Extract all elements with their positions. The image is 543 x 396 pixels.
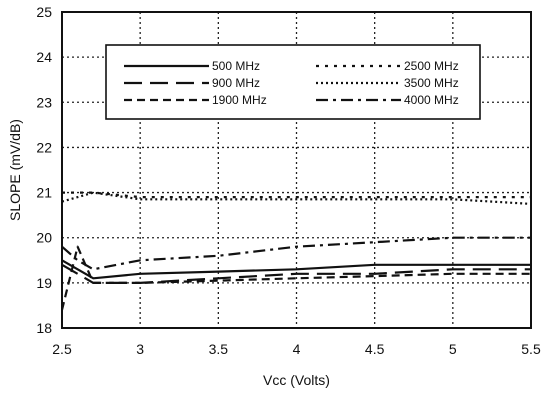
plot-frame (61, 11, 532, 329)
legend-box (105, 44, 481, 120)
y-tick-label: 19 (36, 275, 52, 291)
legend-label: 500 MHz (212, 59, 260, 73)
legend-label: 900 MHz (212, 76, 260, 90)
y-tick-label: 20 (36, 230, 52, 246)
x-axis-ticks: 2.5 3 3.5 4 4.5 5 5.5 (52, 341, 541, 357)
x-tick-label: 5.5 (521, 341, 541, 357)
y-tick-label: 25 (36, 4, 52, 20)
legend-label: 2500 MHz (404, 59, 459, 73)
x-tick-label: 4 (293, 341, 301, 357)
x-tick-label: 4.5 (365, 341, 385, 357)
series-line (61, 236, 531, 271)
series-line (61, 263, 531, 284)
y-tick-label: 23 (36, 94, 52, 110)
series-layer (60, 191, 532, 311)
y-tick-label: 22 (36, 139, 52, 155)
y-tick-label: 24 (36, 49, 52, 65)
y-axis-ticks: 18 19 20 21 22 23 24 25 (36, 4, 52, 336)
x-tick-label: 3.5 (209, 341, 229, 357)
y-tick-label: 18 (36, 320, 52, 336)
x-tick-label: 5 (449, 341, 457, 357)
x-axis-title: Vcc (Volts) (263, 372, 330, 388)
series-line (61, 259, 531, 280)
x-tick-label: 2.5 (52, 341, 72, 357)
legend-label: 1900 MHz (212, 93, 267, 107)
legend-label: 3500 MHz (404, 76, 459, 90)
series-line (61, 191, 532, 205)
legend-label: 4000 MHz (404, 93, 459, 107)
legend: 500 MHz 900 MHz 1900 MHz 2500 MHz 3500 MHz 40… (105, 44, 481, 120)
y-axis-title: SLOPE (mV/dB) (7, 119, 23, 221)
series-line (60, 245, 531, 311)
x-tick-label: 3 (136, 341, 144, 357)
y-tick-label: 21 (36, 185, 52, 201)
